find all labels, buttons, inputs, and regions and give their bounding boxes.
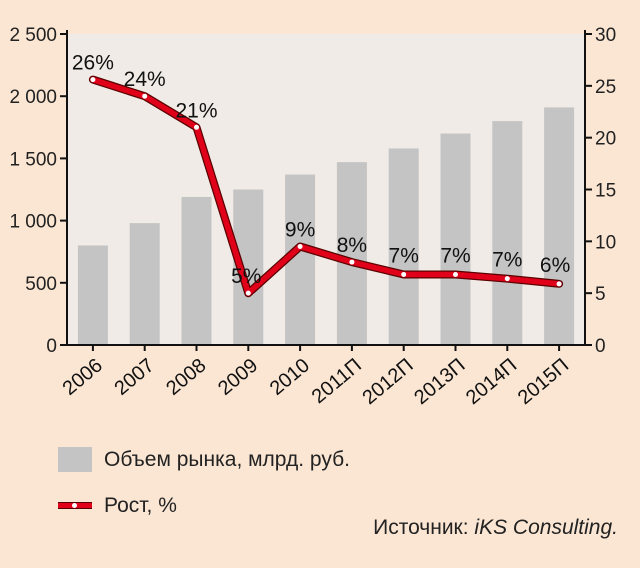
data-label: 7% [440,245,470,268]
data-label: 24% [124,68,166,91]
data-label: 26% [72,52,114,75]
x-tick-label: 2014П [462,354,521,409]
source-prefix: Источник: [373,516,475,539]
data-label: 21% [175,99,217,122]
x-tick-label: 2012П [358,354,417,409]
bar [77,245,108,345]
y-tick-label-right: 20 [595,129,616,150]
line-point [504,276,510,282]
line-point [194,124,199,130]
y-tick-label-right: 25 [595,77,616,98]
y-tick-label-left: 1 000 [9,212,57,233]
y-tick-label-left: 500 [25,274,57,295]
growth-line [90,76,562,296]
y-tick-label-right: 15 [595,181,616,202]
y-tick-label-right: 5 [595,284,606,305]
data-label: 9% [285,219,315,242]
y-tick-label-right: 10 [595,232,616,253]
source-note: Источник: iKS Consulting. [373,516,618,540]
bar [388,148,419,345]
data-label: 7% [492,249,522,272]
legend-bar-swatch [58,447,92,472]
labels-layer: 26% 24% 21% 5% 9% 8% 7% 7% 7% 6% [72,52,570,289]
y-tick-label-right: 0 [595,336,606,357]
x-tick-label: 2006 [59,354,107,399]
bar [492,121,523,345]
data-label: 6% [540,254,570,277]
y-tick-label-left: 1 500 [9,149,57,170]
legend-item-line: Рост, % [58,493,177,518]
line-point [401,272,407,278]
bar [440,133,471,345]
line-point [142,93,148,99]
y-tick-label-left: 0 [46,336,57,357]
x-tick-label: 2007 [110,354,158,399]
line-point [453,272,458,278]
x-tick-label: 2010 [266,354,314,399]
data-label: 5% [231,265,261,288]
x-tick-label: 2013П [410,354,469,409]
data-label: 7% [389,245,419,268]
y-tick-label-left: 2 000 [9,87,57,108]
y-tick-label-left: 2 500 [9,25,57,46]
x-tick-label: 2011П [308,354,366,408]
legend-bar-label: Объем рынка, млрд. руб. [104,447,350,471]
line-layer [88,75,564,298]
bar [181,196,212,345]
legend-line-label: Рост, % [104,493,177,517]
line-point [556,281,562,287]
line-point [297,244,303,250]
x-tick-label: 2008 [162,354,210,399]
legend-item-bars: Объем рынка, млрд. руб. [58,447,350,472]
bar [544,107,575,345]
line-point [245,290,251,296]
x-tick-label: 2009 [214,354,262,399]
line-point [349,259,355,265]
source-name: iKS Consulting. [474,516,618,539]
bar [336,162,367,345]
bar [129,223,160,345]
line-point [90,77,96,83]
y-tick-label-right: 30 [595,25,616,46]
x-tick-label: 2015П [514,354,573,409]
legend-line-swatch [58,493,92,518]
data-label: 8% [337,234,367,257]
